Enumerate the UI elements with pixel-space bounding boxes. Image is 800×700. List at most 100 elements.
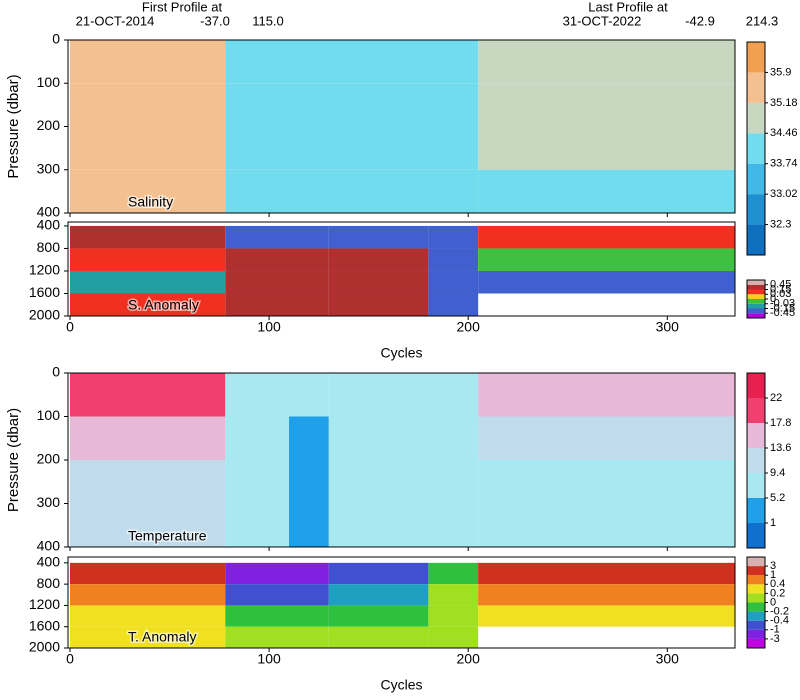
heatmap-cell xyxy=(328,270,429,294)
heatmap-cell xyxy=(225,503,290,547)
y-tick-label: 0 xyxy=(52,31,60,47)
heatmap-cell xyxy=(478,562,735,585)
heatmap-cell xyxy=(225,169,479,213)
heatmap-cell xyxy=(225,584,329,606)
heatmap-cell xyxy=(225,248,329,271)
colorbar-segment xyxy=(747,299,765,304)
colorbar-segment xyxy=(747,284,765,290)
heatmap-cell xyxy=(478,416,735,460)
colorbar-segment xyxy=(747,289,765,295)
heatmap-cell xyxy=(328,225,429,249)
colorbar-label: 35.18 xyxy=(770,97,798,109)
colorbar-label: 33.74 xyxy=(770,158,798,170)
plot-frame xyxy=(67,556,736,649)
y-tick-label: 800 xyxy=(37,239,61,255)
colorbar-frame xyxy=(746,41,766,256)
panel-label: Salinity xyxy=(128,194,173,210)
heatmap-cell xyxy=(69,416,226,460)
heatmap-cell xyxy=(225,126,479,170)
colorbar-label: 1 xyxy=(770,517,776,529)
heatmap-cell xyxy=(225,373,290,417)
x-tick-label: 200 xyxy=(457,651,481,667)
colorbar-segment xyxy=(747,303,765,309)
heatmap-cell xyxy=(225,40,479,84)
colorbar-label: 0.15 xyxy=(770,283,791,295)
heatmap-cell xyxy=(69,626,226,648)
colorbar-label: 33.02 xyxy=(770,188,798,200)
heatmap-cell xyxy=(328,626,429,648)
x-axis-label: Cycles xyxy=(380,677,422,693)
x-tick-label: 0 xyxy=(66,651,74,667)
colorbar-label: 22 xyxy=(770,392,782,404)
colorbar-segment xyxy=(747,280,765,285)
y-tick-label: 100 xyxy=(37,74,61,90)
y-axis-label: Pressure (dbar) xyxy=(5,408,22,512)
colorbar-label: -0.2 xyxy=(770,606,789,618)
heatmap-cell xyxy=(69,584,226,606)
heatmap-cell xyxy=(428,562,479,585)
header-text: -37.0 xyxy=(200,13,230,28)
x-tick-label: 300 xyxy=(656,319,680,335)
colorbar-segment xyxy=(747,102,765,134)
heatmap-cell xyxy=(428,248,479,271)
colorbar-segment xyxy=(747,72,765,103)
panel-label: S. Anomaly xyxy=(128,297,199,313)
colorbar-segment xyxy=(747,557,765,567)
colorbar-segment xyxy=(747,602,765,612)
y-tick-label: 1600 xyxy=(29,617,60,633)
colorbar-segment xyxy=(747,373,765,398)
colorbar-label: -0.45 xyxy=(770,307,795,319)
colorbar-segment xyxy=(747,313,765,318)
y-tick-label: 0 xyxy=(52,364,60,380)
header-text: 214.3 xyxy=(746,13,779,28)
heatmap-cell xyxy=(225,225,329,249)
heatmap-cell xyxy=(69,562,226,585)
x-tick-label: 100 xyxy=(257,319,281,335)
colorbar-segment xyxy=(747,448,765,473)
colorbar-segment xyxy=(747,629,765,639)
heatmap-cell xyxy=(225,460,290,504)
heatmap-cell xyxy=(478,503,735,547)
heatmap-cell xyxy=(225,605,329,627)
heatmap-cell xyxy=(478,373,735,417)
y-tick-label: 300 xyxy=(37,494,61,510)
header-text: -42.9 xyxy=(685,13,715,28)
colorbar-segment xyxy=(747,611,765,621)
heatmap-cell xyxy=(478,169,735,213)
heatmap-cell xyxy=(478,126,735,170)
heatmap-cell xyxy=(478,83,735,127)
heatmap-cell xyxy=(428,605,479,627)
heatmap-cell xyxy=(428,225,479,249)
x-tick-label: 200 xyxy=(457,319,481,335)
y-tick-label: 400 xyxy=(37,554,61,570)
heatmap-cell xyxy=(69,225,226,249)
colorbar-label: -0.15 xyxy=(770,302,795,314)
heatmap-cell xyxy=(69,503,226,547)
colorbar-label: 0.45 xyxy=(770,279,791,291)
heatmap-cell xyxy=(225,626,329,648)
colorbar-segment xyxy=(747,575,765,585)
y-tick-label: 400 xyxy=(37,538,61,554)
colorbar-segment xyxy=(747,308,765,314)
y-tick-label: 1600 xyxy=(29,284,60,300)
colorbar-segment xyxy=(747,523,765,548)
heatmap-cell xyxy=(69,373,226,417)
colorbar-segment xyxy=(747,584,765,594)
heatmap-cell xyxy=(478,605,735,627)
heatmap-cell xyxy=(225,83,479,127)
colorbar-label: 0.4 xyxy=(770,578,785,590)
y-tick-label: 300 xyxy=(37,160,61,176)
y-tick-label: 200 xyxy=(37,117,61,133)
heatmap-cell xyxy=(478,248,735,271)
colorbar-label: -0.03 xyxy=(770,298,795,310)
colorbar-frame xyxy=(746,372,766,549)
heatmap-cell xyxy=(69,605,226,627)
heatmap-cell xyxy=(69,83,226,127)
y-tick-label: 800 xyxy=(37,575,61,591)
colorbar-segment xyxy=(747,498,765,523)
heatmap-cell xyxy=(225,416,290,460)
colorbar-label: 34.46 xyxy=(770,127,798,139)
heatmap-cell xyxy=(428,293,479,316)
heatmap-cell xyxy=(328,584,429,606)
